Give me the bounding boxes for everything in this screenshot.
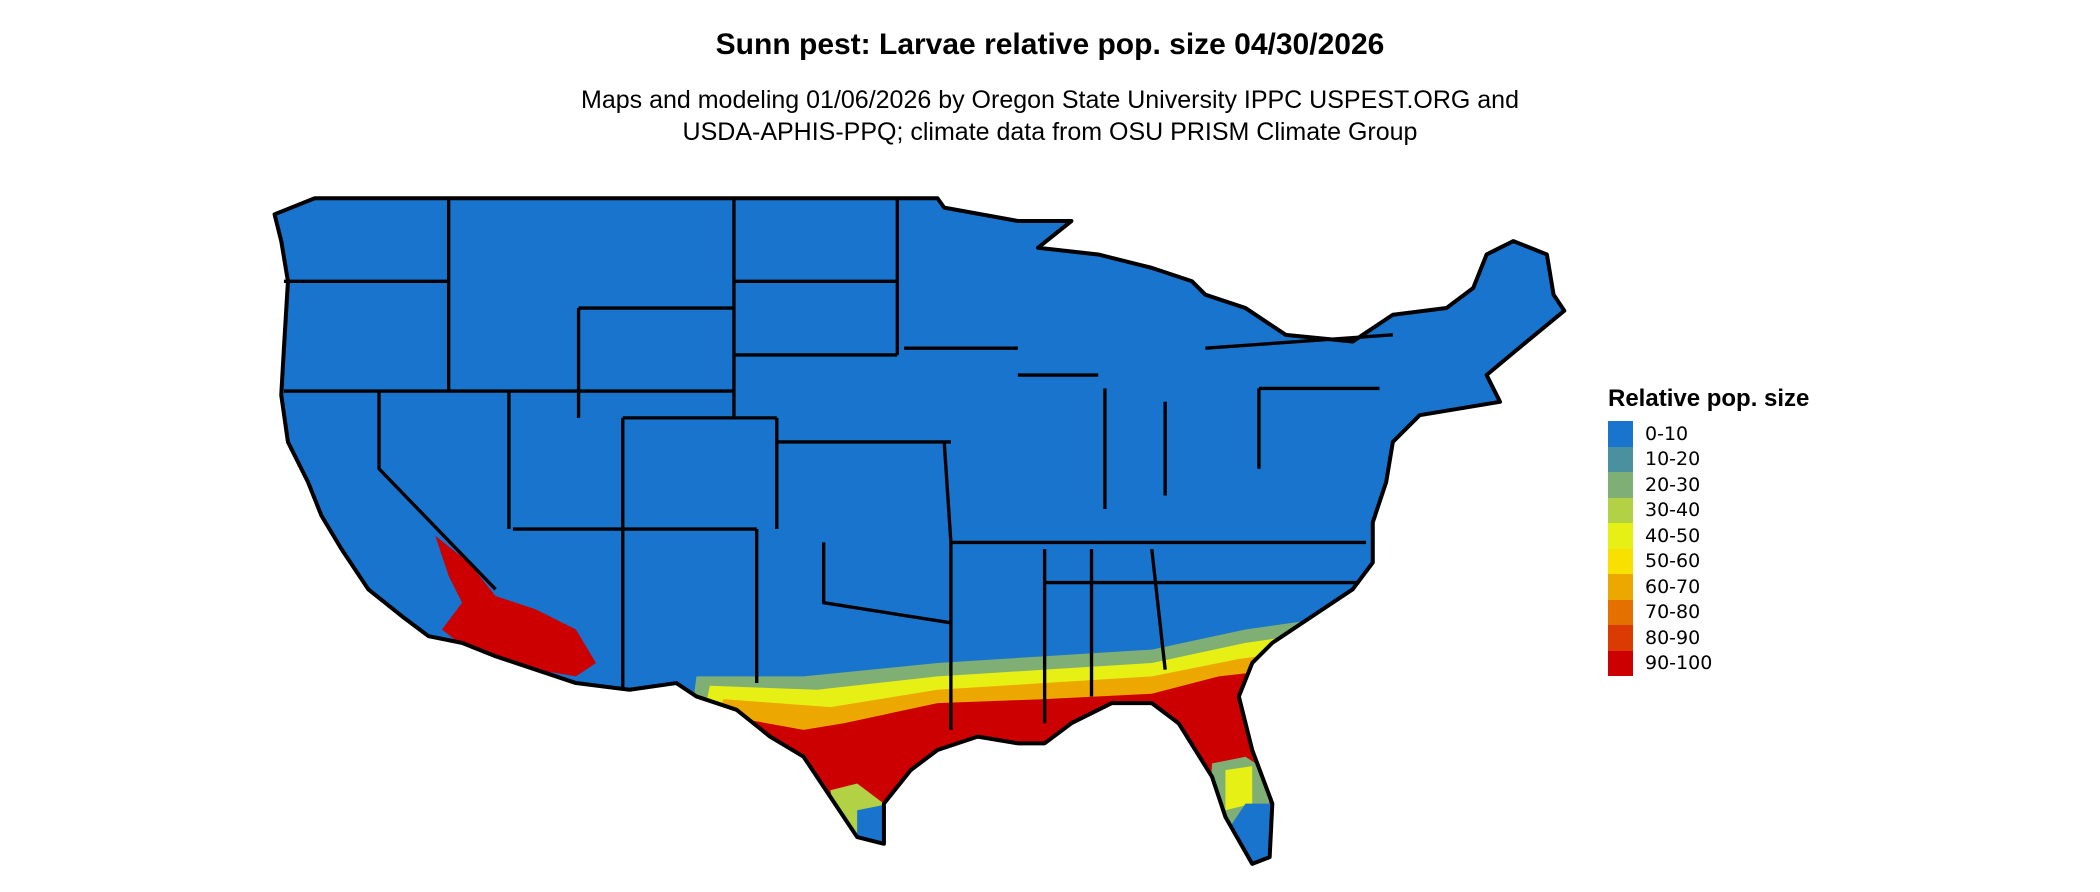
legend-swatch: [1608, 625, 1633, 651]
zone-texas-blue: [857, 803, 898, 858]
zone-florida-yellow: [1225, 766, 1253, 811]
subtitle-line-2: USDA-APHIS-PPQ; climate data from OSU PR…: [682, 118, 1418, 146]
legend-swatch: [1608, 497, 1633, 523]
us-outline: [274, 198, 1565, 864]
legend-label: 10-20: [1645, 448, 1701, 471]
legend-swatch: [1608, 574, 1633, 600]
us-border: [272, 196, 1567, 866]
state-boundary: [377, 391, 497, 591]
legend-label: 60-70: [1645, 575, 1701, 598]
legend-label: 20-30: [1645, 473, 1701, 496]
legend-label: 0-10: [1645, 422, 1689, 445]
legend-item: 0-10: [1608, 421, 1809, 447]
legend: Relative pop. size 0-10 10-20 20-30 30-40 40…: [1608, 385, 1809, 676]
state-boundary: [1150, 548, 1167, 670]
legend-items: 0-10 10-20 20-30 30-40 40-50 50-60 60-70 70-80 8…: [1608, 421, 1809, 676]
legend-title: Relative pop. size: [1608, 385, 1810, 412]
legend-item: 70-80: [1608, 599, 1809, 625]
legend-label: 90-100: [1645, 652, 1713, 675]
legend-swatch: [1608, 446, 1633, 472]
subtitle-line-1: Maps and modeling 01/06/2026 by Oregon S…: [581, 86, 1519, 114]
legend-swatch: [1608, 523, 1633, 549]
legend-swatch: [1608, 548, 1633, 574]
map-title: Sunn pest: Larvae relative pop. size 04/…: [715, 28, 1385, 61]
legend-label: 40-50: [1645, 524, 1701, 547]
legend-item: 20-30: [1608, 472, 1809, 498]
legend-swatch: [1608, 421, 1633, 447]
state-boundary: [821, 542, 952, 625]
legend-item: 80-90: [1608, 625, 1809, 651]
legend-swatch: [1608, 650, 1633, 676]
state-boundaries: [283, 198, 1393, 730]
map-subtitle: Maps and modeling 01/06/2026 by Oregon S…: [0, 84, 2100, 148]
legend-item: 30-40: [1608, 497, 1809, 523]
legend-label: 80-90: [1645, 626, 1701, 649]
legend-item: 60-70: [1608, 574, 1809, 600]
legend-label: 50-60: [1645, 550, 1701, 573]
legend-item: 90-100: [1608, 650, 1809, 676]
legend-item: 50-60: [1608, 548, 1809, 574]
legend-swatch: [1608, 599, 1633, 625]
state-boundary: [942, 441, 953, 543]
legend-label: 30-40: [1645, 499, 1701, 522]
legend-item: 40-50: [1608, 523, 1809, 549]
legend-item: 10-20: [1608, 446, 1809, 472]
legend-label: 70-80: [1645, 601, 1701, 624]
legend-swatch: [1608, 472, 1633, 498]
zone-90-100-southwest: [435, 535, 596, 677]
